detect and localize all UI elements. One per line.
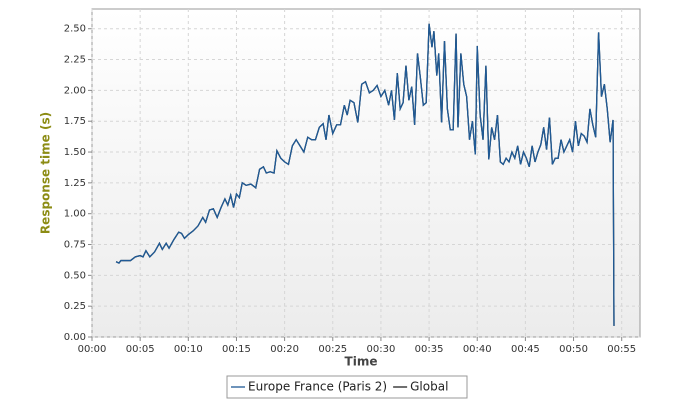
legend-label: Europe France (Paris 2) [248, 380, 387, 394]
y-tick-label: 1.75 [64, 116, 86, 127]
plot-area [91, 8, 641, 338]
y-tick-label: 1.25 [64, 178, 86, 189]
y-tick-label: 2.00 [64, 85, 86, 96]
y-tick-label: 0.75 [64, 240, 86, 251]
x-tick-label: 00:10 [174, 344, 203, 355]
y-tick-label: 2.50 [64, 24, 86, 35]
x-tick-label: 00:35 [415, 344, 444, 355]
legend-label: Global [410, 380, 448, 394]
x-tick-label: 00:50 [559, 344, 588, 355]
x-tick-label: 00:20 [270, 344, 299, 355]
x-tick-label: 00:15 [222, 344, 251, 355]
y-tick-label: 1.50 [64, 147, 86, 158]
x-tick-label: 00:55 [607, 344, 636, 355]
x-tick-label: 00:40 [463, 344, 492, 355]
x-axis-label: Time [345, 355, 378, 369]
x-tick-label: 00:25 [318, 344, 347, 355]
legend [226, 375, 468, 399]
x-tick-label: 00:30 [367, 344, 396, 355]
y-tick-label: 0.00 [64, 332, 86, 343]
y-tick-label: 1.00 [64, 209, 86, 220]
x-tick-label: 00:45 [511, 344, 540, 355]
x-tick-label: 00:00 [78, 344, 107, 355]
y-tick-label: 0.50 [64, 270, 86, 281]
series-line [115, 23, 615, 326]
y-tick-label: 2.25 [64, 55, 86, 66]
y-tick-label: 0.25 [64, 301, 86, 312]
y-axis-label: Response time (s) [39, 112, 53, 234]
x-tick-label: 00:05 [126, 344, 155, 355]
